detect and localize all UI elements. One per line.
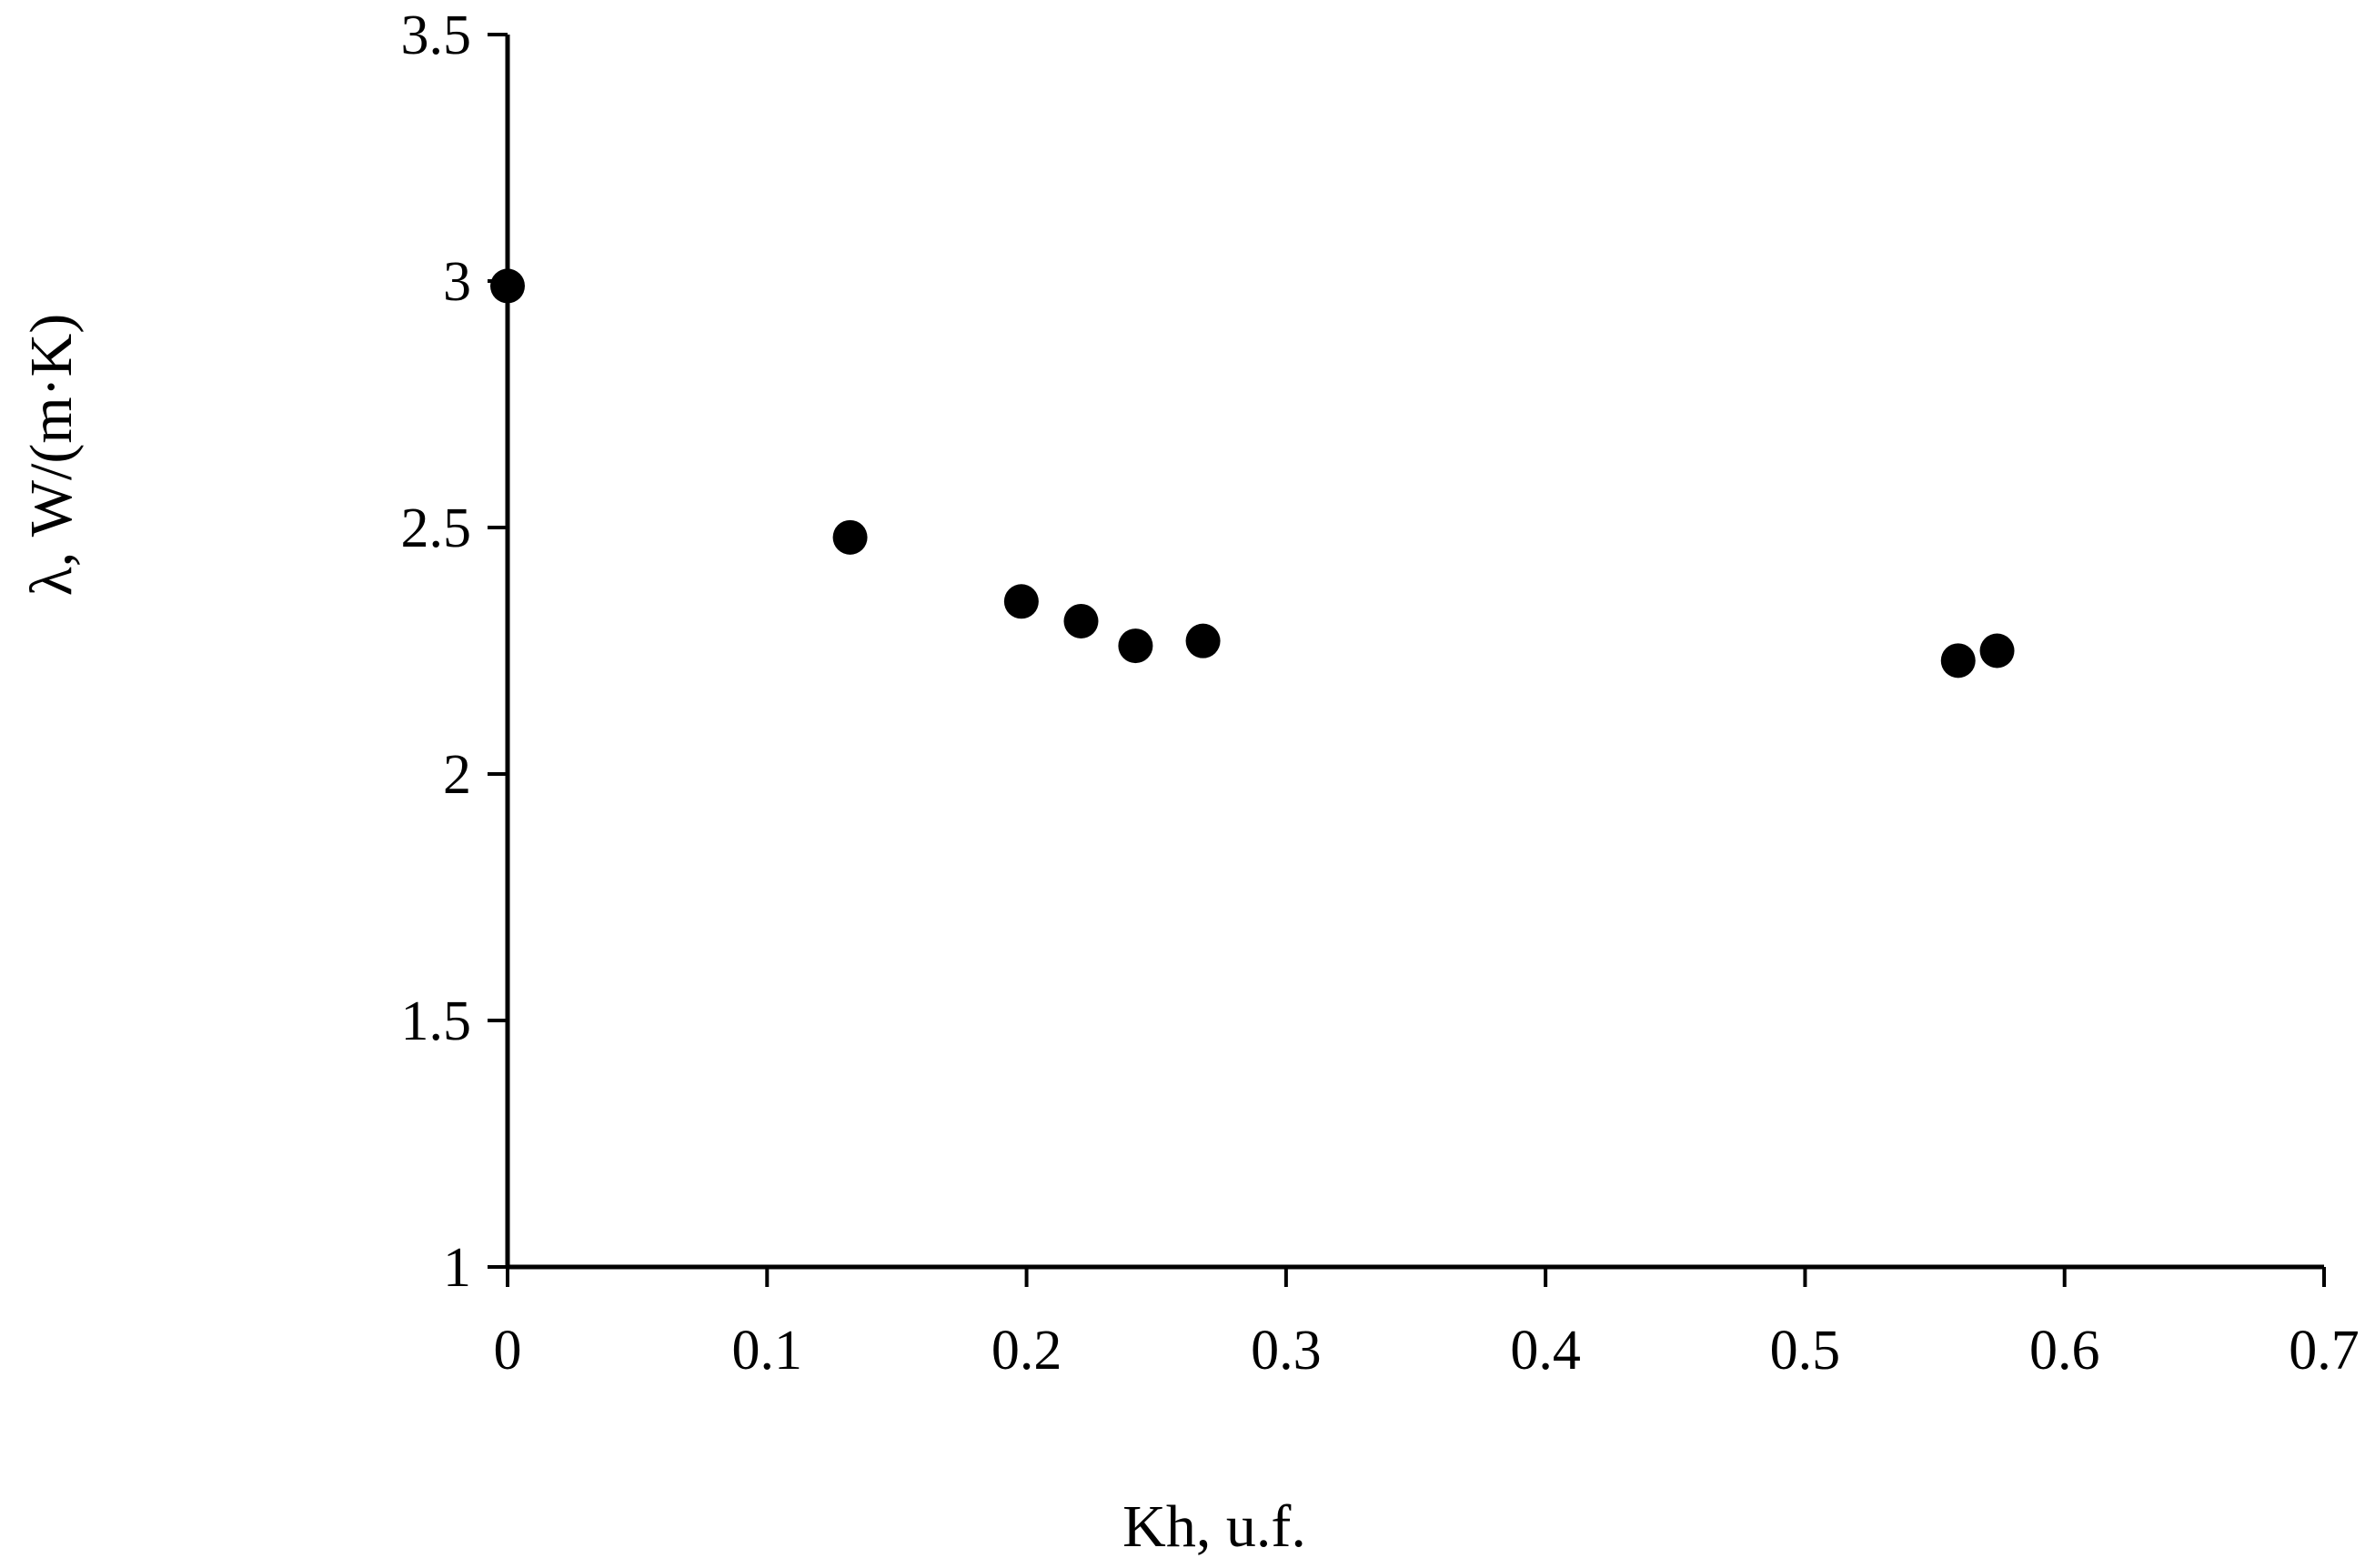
y-tick-label: 1.5 [401,990,472,1052]
x-tick-label: 0.4 [1510,1320,1581,1382]
y-tick-label: 2.5 [401,498,472,559]
x-tick-label: 0 [494,1320,522,1382]
y-axis-title: λ, W/(m·K) [18,314,85,597]
x-tick-label: 0.7 [2289,1320,2360,1382]
data-point [1185,623,1221,658]
y-tick-label: 1 [443,1237,471,1299]
x-tick-label: 0.1 [732,1320,803,1382]
data-points [490,268,2015,678]
x-tick-label: 0.2 [991,1320,1062,1382]
data-point [832,519,868,555]
data-point [1940,643,1976,678]
data-point [490,268,525,304]
y-axis-ticks: 1 1.5 2 2.5 3 3.5 [401,5,508,1299]
y-tick-label: 3.5 [401,5,472,66]
y-tick-label: 2 [443,744,471,806]
x-tick-label: 0.6 [2029,1320,2100,1382]
data-point [1063,603,1099,638]
data-point [1003,584,1039,619]
data-point [1118,628,1153,664]
x-axis-ticks: 0 0.1 0.2 0.3 0.4 0.5 0.6 0.7 [494,1267,2360,1382]
x-tick-label: 0.3 [1251,1320,1322,1382]
x-tick-label: 0.5 [1770,1320,1841,1382]
y-tick-label: 3 [443,251,471,313]
x-axis-title: Kh, u.f. [1122,1493,1306,1560]
data-point [1979,633,2015,668]
